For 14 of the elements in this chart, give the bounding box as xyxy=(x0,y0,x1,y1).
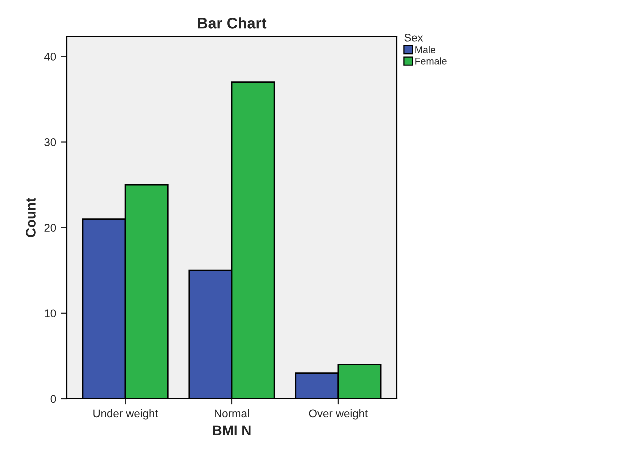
legend-label: Female xyxy=(416,58,447,65)
y-axis-title: Count xyxy=(26,198,36,238)
legend-title: Sex xyxy=(404,34,424,42)
x-tick-label: Normal xyxy=(215,409,250,418)
x-tick-label: Over weight xyxy=(309,409,368,420)
chart-title: Bar Chart xyxy=(198,18,267,29)
y-tick-label: 40 xyxy=(44,52,56,61)
legend-label: Male xyxy=(416,46,436,54)
y-tick-label: 10 xyxy=(45,310,56,318)
y-tick-label: 30 xyxy=(44,138,56,146)
x-axis-title: BMI N xyxy=(213,426,251,436)
y-tick-label: 20 xyxy=(44,224,56,232)
y-tick-label: 0 xyxy=(50,395,56,404)
x-tick-label: Under weight xyxy=(94,409,158,420)
